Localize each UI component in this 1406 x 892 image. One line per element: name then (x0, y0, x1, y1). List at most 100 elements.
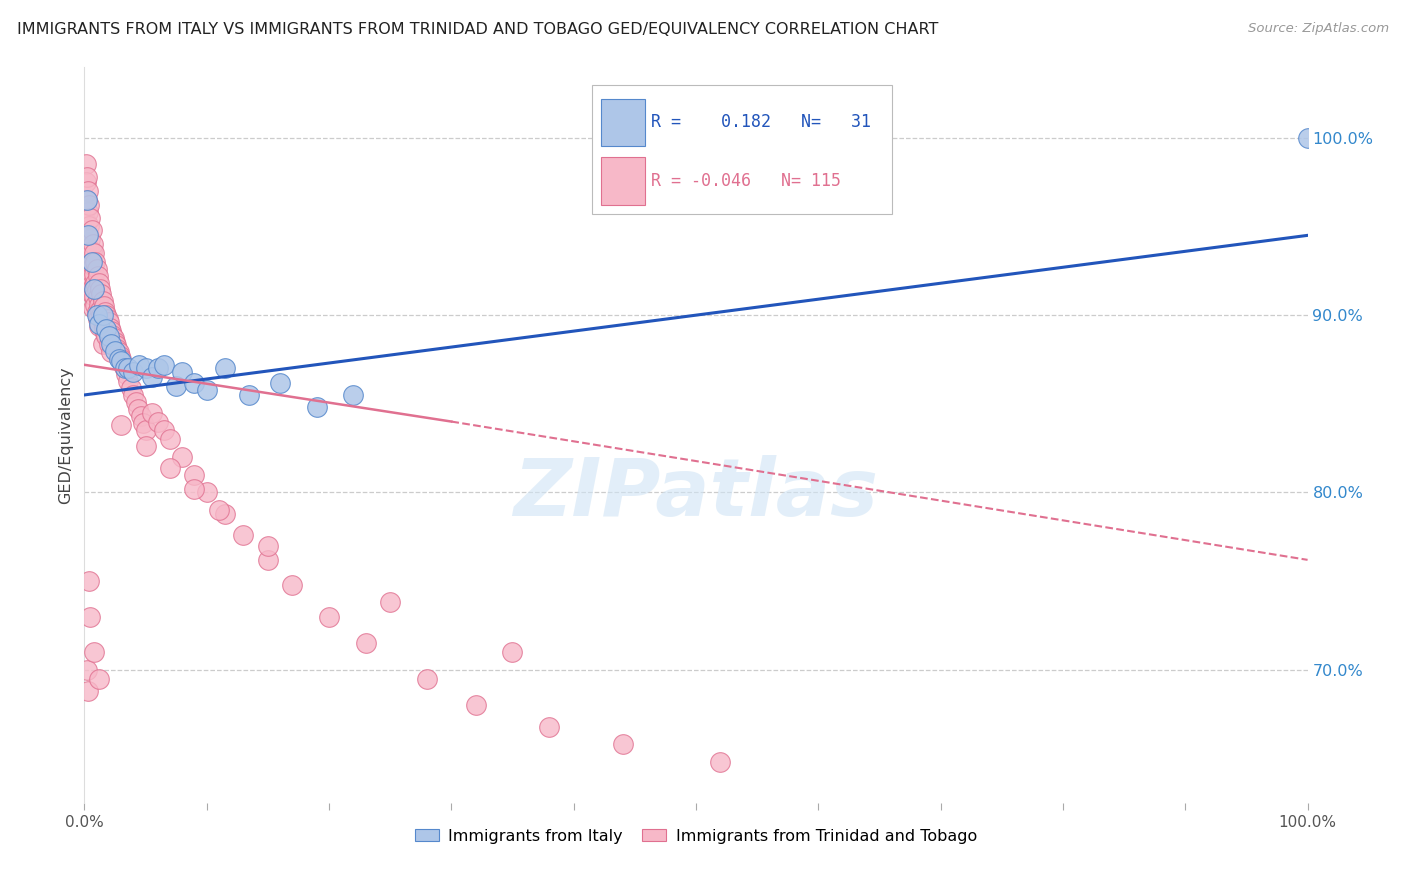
Point (91, 336, 114, 351)
Point (79, 253, 101, 268)
Point (135, 439, 157, 453)
Point (110, 354, 132, 368)
Point (77, 184, 100, 198)
Point (141, 370, 163, 384)
Point (110, 352, 132, 367)
Point (214, 361, 236, 376)
Point (96, 329, 118, 343)
Point (83, 268, 105, 282)
Text: Source: ZipAtlas.com: Source: ZipAtlas.com (1249, 22, 1389, 36)
Point (77, 574, 100, 589)
Point (77, 241, 100, 255)
Point (269, 376, 291, 390)
Point (159, 460, 181, 475)
Point (97, 311, 120, 326)
Point (100, 345, 122, 359)
Point (90, 308, 112, 322)
Point (232, 528, 254, 542)
Text: R = -0.046   N= 115: R = -0.046 N= 115 (651, 172, 841, 190)
Point (77, 198, 100, 212)
Point (80, 255, 103, 269)
Point (87, 672, 110, 686)
Point (89, 302, 111, 317)
Point (83, 645, 105, 659)
Point (87, 311, 110, 326)
Y-axis label: GED/Equivalency: GED/Equivalency (58, 366, 73, 504)
Point (77, 283, 100, 297)
Point (97, 336, 120, 351)
FancyBboxPatch shape (592, 86, 891, 214)
Point (94, 304, 117, 318)
FancyBboxPatch shape (600, 157, 644, 204)
Point (380, 595, 402, 609)
Point (115, 367, 138, 381)
Point (82, 259, 104, 273)
Point (159, 432, 181, 446)
Point (87, 290, 110, 304)
Point (93, 320, 115, 334)
Point (98, 320, 121, 334)
Point (80, 286, 103, 301)
Point (82, 280, 104, 294)
Point (103, 331, 125, 345)
Point (214, 507, 236, 521)
Point (709, 755, 731, 769)
Point (305, 401, 328, 415)
Point (80, 266, 103, 280)
Point (83, 288, 105, 302)
Point (195, 383, 218, 397)
Point (165, 379, 187, 393)
Point (195, 485, 218, 500)
Point (97, 329, 120, 343)
Point (100, 324, 122, 338)
Point (117, 374, 139, 388)
Point (76, 169, 98, 184)
Point (76, 193, 98, 207)
Point (122, 388, 145, 402)
Point (91, 315, 114, 329)
Point (502, 645, 524, 659)
Point (97, 315, 120, 329)
Point (257, 539, 280, 553)
Point (82, 301, 104, 315)
Point (96, 322, 118, 336)
Point (90, 286, 112, 301)
Legend: Immigrants from Italy, Immigrants from Trinidad and Tobago: Immigrants from Italy, Immigrants from T… (409, 822, 983, 850)
Point (94, 326, 117, 340)
Point (83, 281, 105, 295)
Point (538, 720, 561, 734)
Point (105, 342, 128, 356)
Point (108, 349, 131, 363)
Point (75, 157, 97, 171)
Point (77, 262, 100, 277)
Point (1296, 131, 1319, 145)
Point (76, 237, 98, 252)
Point (75, 175, 97, 189)
Point (128, 358, 150, 372)
Text: IMMIGRANTS FROM ITALY VS IMMIGRANTS FROM TRINIDAD AND TOBAGO GED/EQUIVALENCY COR: IMMIGRANTS FROM ITALY VS IMMIGRANTS FROM… (17, 22, 938, 37)
Point (91, 293, 114, 308)
Point (153, 424, 176, 438)
Point (153, 358, 176, 372)
Point (76, 663, 98, 677)
Point (75, 228, 97, 243)
Point (354, 636, 377, 650)
Point (183, 482, 205, 496)
Point (172, 450, 194, 464)
Point (416, 672, 439, 686)
Point (107, 352, 129, 367)
Point (87, 277, 110, 291)
Point (91, 308, 114, 322)
Point (612, 737, 634, 751)
Point (84, 255, 107, 269)
Point (79, 232, 101, 246)
Point (183, 376, 205, 390)
Point (112, 359, 135, 374)
Point (77, 205, 100, 219)
Point (76, 193, 98, 207)
Point (172, 365, 194, 379)
Point (117, 361, 139, 376)
Point (141, 406, 163, 420)
Point (76, 216, 98, 230)
Point (464, 698, 486, 713)
